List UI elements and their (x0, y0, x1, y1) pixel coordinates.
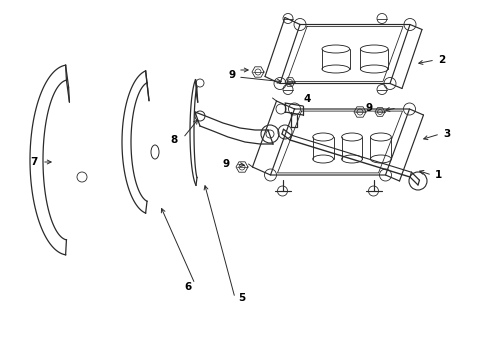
Text: 1: 1 (434, 170, 441, 180)
Text: 9: 9 (228, 70, 236, 80)
Text: 9: 9 (223, 159, 229, 169)
Text: 9: 9 (365, 103, 372, 113)
Text: 7: 7 (31, 157, 38, 167)
Text: 5: 5 (238, 293, 245, 303)
Text: 8: 8 (170, 135, 178, 145)
Text: 3: 3 (442, 129, 449, 139)
Text: 4: 4 (303, 94, 310, 104)
Text: 6: 6 (184, 282, 192, 292)
Text: 2: 2 (437, 55, 445, 65)
